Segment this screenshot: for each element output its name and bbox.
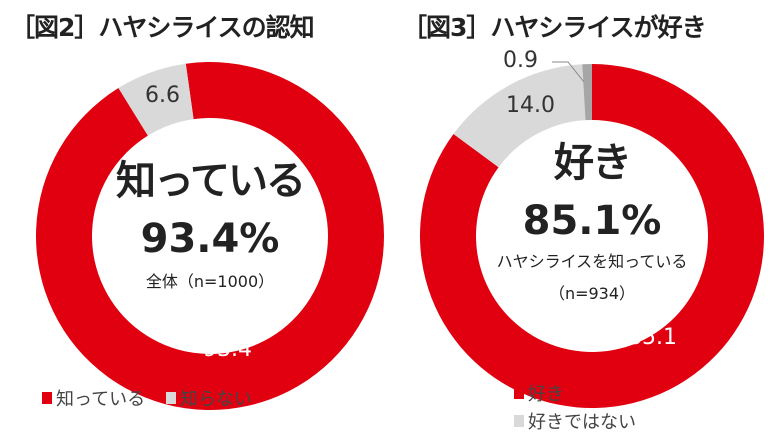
chart1-slice-1 [118, 63, 194, 136]
chart1-center-note: 全体（n=1000） [145, 272, 275, 291]
legend-item-like: 好き [514, 380, 564, 406]
legend-label: 知らない [180, 389, 252, 410]
legend-swatch [42, 392, 52, 404]
chart2-leader-line [552, 61, 585, 83]
legend-label: 好きではない [528, 412, 636, 433]
chart2-title: ［図3］ハヤシライスが好き [402, 13, 707, 42]
chart2-center-label: 好き [554, 140, 632, 186]
legend-swatch [514, 387, 524, 399]
chart2-slice-1 [453, 64, 586, 168]
chart1-center: 知っている 93.4% 全体（n=1000） [110, 148, 310, 292]
legend-label: 知っている [56, 389, 146, 410]
chart1-label-unknown: 6.6 [145, 83, 180, 108]
chart2-center: 好き 85.1% ハヤシライスを知っている （n=934） [482, 130, 702, 304]
chart1-center-label: 知っている [116, 158, 306, 204]
chart1-label-known: 93.4 [203, 337, 252, 362]
legend-item-unknown: 知らない [166, 385, 252, 411]
legend-item-known: 知っている [42, 385, 145, 411]
chart2-center-note2: （n=934） [548, 284, 636, 303]
chart2-center-value: 85.1% [522, 198, 662, 244]
legend-swatch [514, 415, 524, 427]
chart2-slice-0 [419, 64, 764, 408]
chart1-title: ［図2］ハヤシライスの認知 [10, 13, 315, 42]
chart2-label-like: 85.1 [628, 325, 677, 350]
chart2-label-dislike: 14.0 [506, 93, 555, 118]
legend-label: 好き [528, 384, 564, 405]
chart1-center-value: 93.4% [140, 216, 280, 262]
legend-swatch [166, 392, 176, 404]
chart1-slice-0 [36, 62, 385, 410]
chart2-label-other: 0.9 [503, 48, 538, 73]
chart2-center-note: ハヤシライスを知っている [496, 252, 688, 271]
chart2-slice-2 [582, 64, 592, 121]
legend-item-dislike: 好きではない [514, 408, 636, 434]
